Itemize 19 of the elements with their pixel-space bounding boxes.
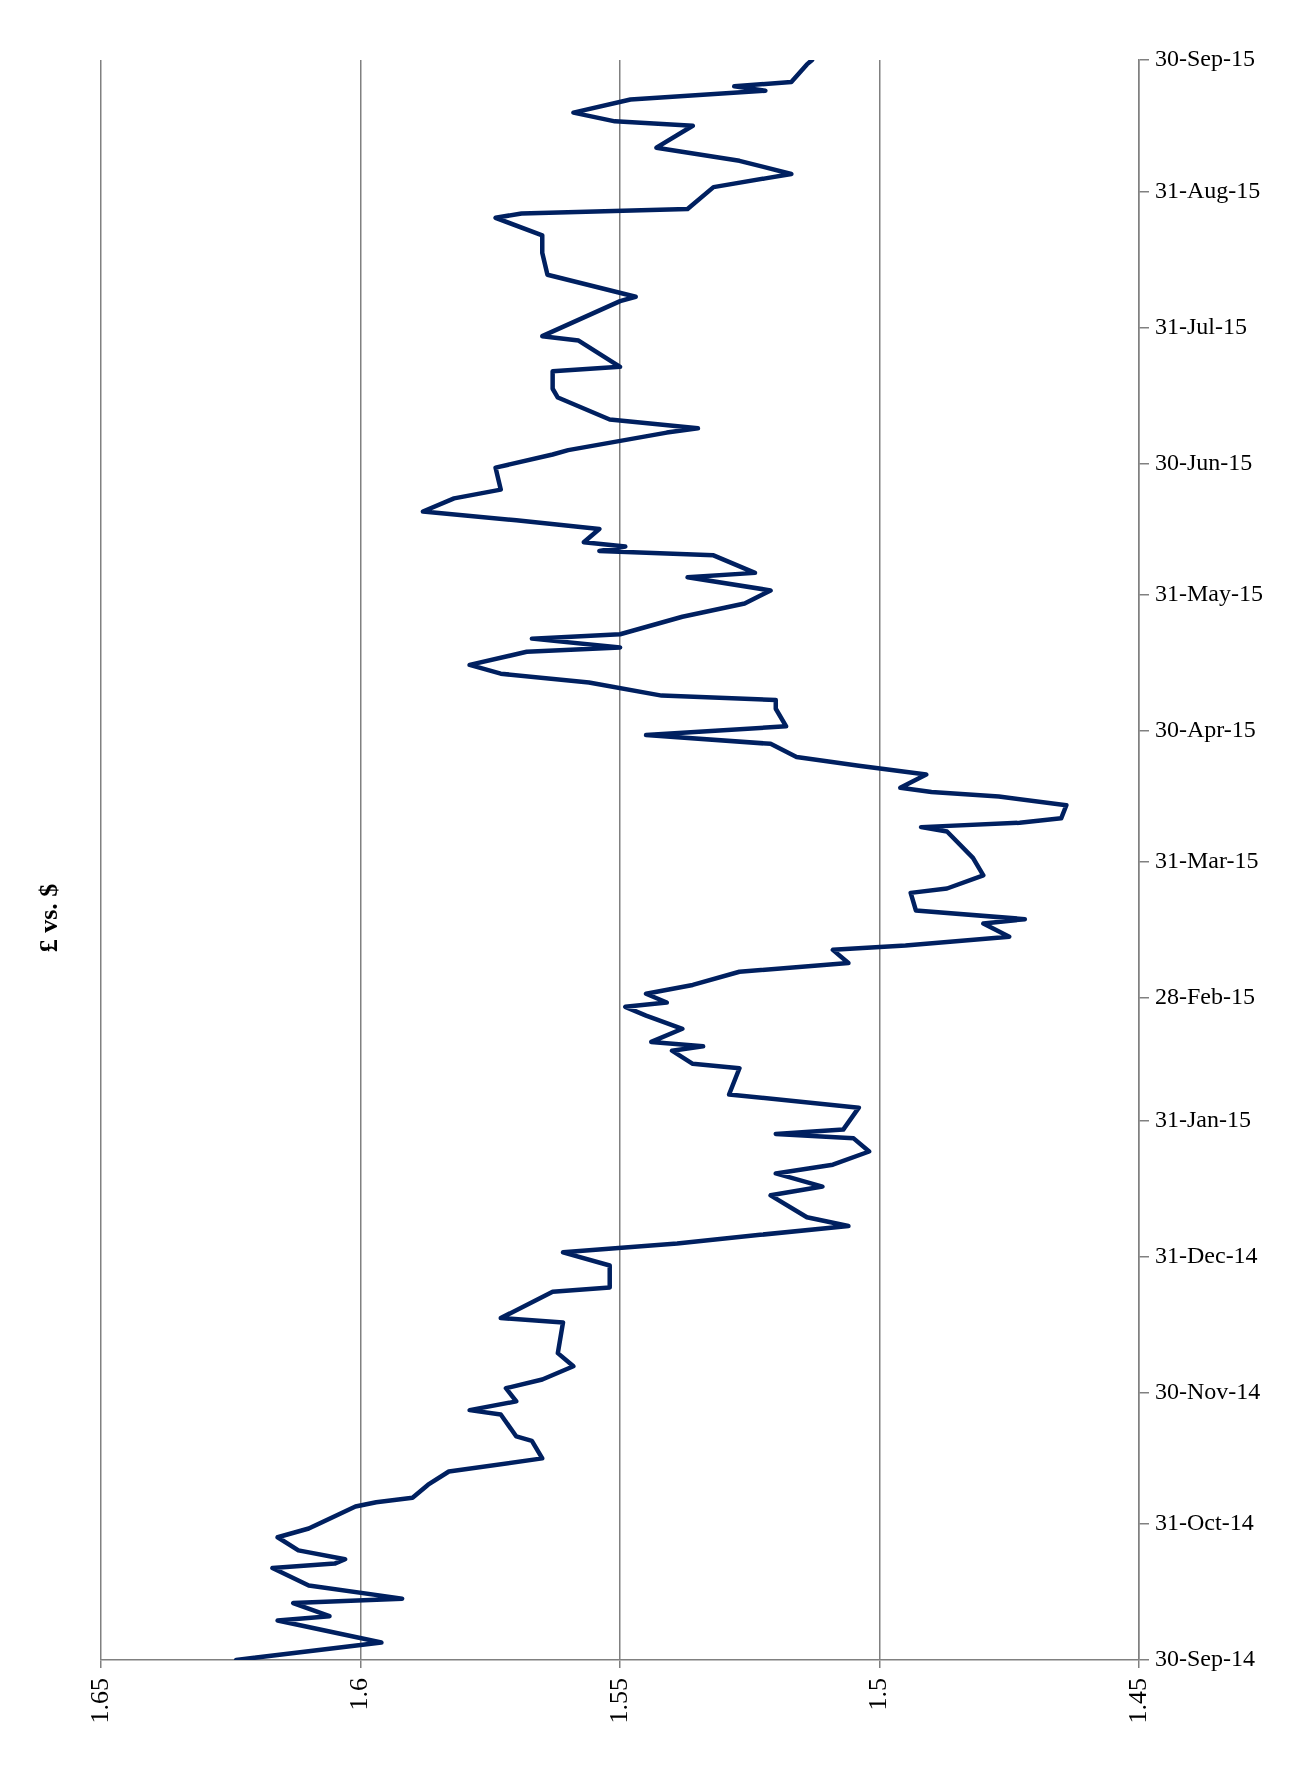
- text: £ vs. $: [34, 883, 64, 953]
- x-tick-label: 1.65: [85, 1678, 115, 1724]
- y-tick-label: 31-Dec-14: [1155, 1242, 1258, 1269]
- y-tick-label: 31-Aug-15: [1155, 176, 1261, 203]
- y-tick-label: 30-Jun-15: [1155, 448, 1253, 475]
- y-tick-label: 31-Jul-15: [1155, 312, 1247, 339]
- y-tick-label: 31-Mar-15: [1155, 847, 1259, 874]
- y-tick-label: 30-Apr-15: [1155, 715, 1256, 742]
- y-tick-label: 31-May-15: [1155, 580, 1263, 607]
- x-tick-label: 1.6: [344, 1678, 374, 1711]
- y-tick-label: 31-Jan-15: [1155, 1106, 1251, 1133]
- x-tick-label: 1.5: [863, 1678, 893, 1711]
- y-tick-label: 28-Feb-15: [1155, 983, 1255, 1010]
- y-tick-label: 30-Sep-15: [1155, 45, 1255, 72]
- x-tick-label: 1.45: [1122, 1678, 1152, 1724]
- y-tick-label: 30-Nov-14: [1155, 1377, 1261, 1404]
- x-tick-label: 1.55: [603, 1678, 633, 1724]
- y-tick-label: 31-Oct-14: [1155, 1509, 1254, 1536]
- y-tick-label: 30-Sep-14: [1155, 1645, 1255, 1672]
